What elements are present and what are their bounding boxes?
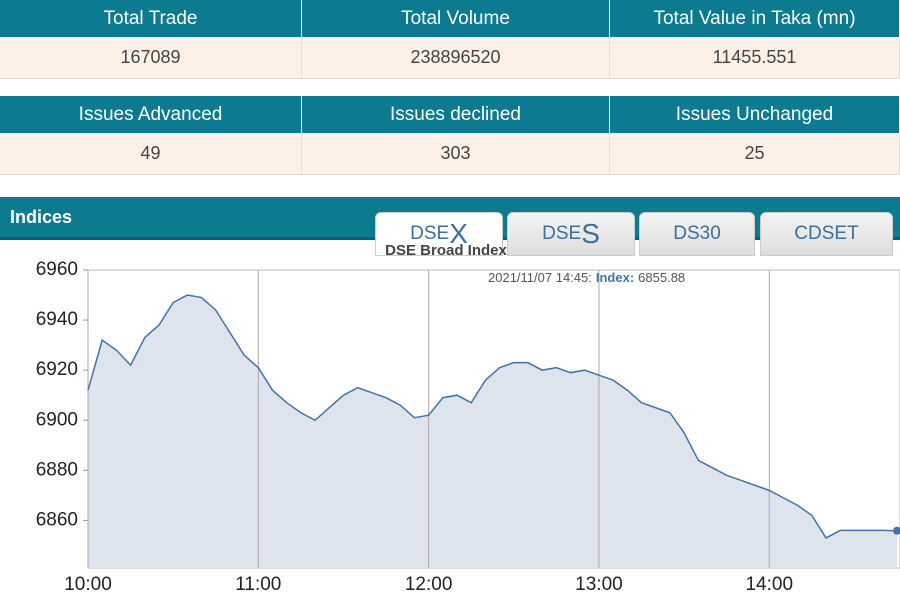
y-tick-label: 6860 — [36, 509, 78, 530]
tab[interactable]: DSE S — [507, 212, 635, 256]
value-cell: 303 — [302, 133, 610, 175]
x-tick-label: 12:00 — [405, 574, 453, 595]
y-tick-label: 6920 — [36, 359, 78, 380]
x-tick-label: 10:00 — [64, 574, 112, 595]
y-tick-label: 6900 — [36, 409, 78, 430]
header-cell: Total Value in Taka (mn) — [610, 0, 900, 37]
value-cell: 25 — [610, 133, 900, 175]
tooltip-value: 6855.88 — [638, 270, 685, 285]
tab-accent: X — [449, 218, 468, 249]
value-cell: 49 — [0, 133, 302, 175]
last-point — [893, 526, 900, 535]
line — [87, 294, 898, 539]
summary-table: Total Trade Total Volume Total Value in Ta… — [0, 0, 900, 79]
header-cell: Issues Unchanged — [610, 96, 900, 133]
x-tick-label: 11:00 — [235, 574, 281, 595]
tab-label: CDSET — [794, 223, 859, 244]
x-tick-label: 13:00 — [575, 574, 623, 595]
tab[interactable]: DS30 — [639, 212, 755, 256]
y-tick-label: 6940 — [36, 309, 78, 330]
tooltip-key: Index: — [596, 270, 634, 285]
tab[interactable]: CDSET — [760, 212, 893, 256]
y-tick-label: 6880 — [36, 459, 78, 480]
header-cell: Total Trade — [0, 0, 302, 37]
x-tick-label: 14:00 — [745, 574, 793, 595]
tab-label: DSE — [542, 223, 582, 244]
tab[interactable]: DSE X — [375, 212, 503, 256]
indices-heading: Indices — [10, 207, 73, 227]
tab-label: DSE — [410, 223, 450, 244]
tooltip: 2021/11/07 14:45: Index: 6855.88 — [488, 270, 685, 285]
value-cell: 11455.551 — [610, 37, 900, 79]
y-tick-label: 6960 — [36, 259, 78, 280]
chart-title: DSE Broad Index — [385, 242, 507, 259]
value-cell: 167089 — [0, 37, 302, 79]
tab-label: DS30 — [673, 223, 721, 244]
tooltip-time: 2021/11/07 14:45: — [488, 270, 592, 285]
header-cell: Total Volume — [302, 0, 610, 37]
issues-table: Issues Advanced Issues declined Issues Unc… — [0, 96, 900, 175]
tab-accent: S — [581, 218, 600, 249]
header-cell: Issues Advanced — [0, 96, 302, 133]
area — [88, 295, 897, 568]
header-cell: Issues declined — [302, 96, 610, 133]
value-cell: 238896520 — [302, 37, 610, 79]
